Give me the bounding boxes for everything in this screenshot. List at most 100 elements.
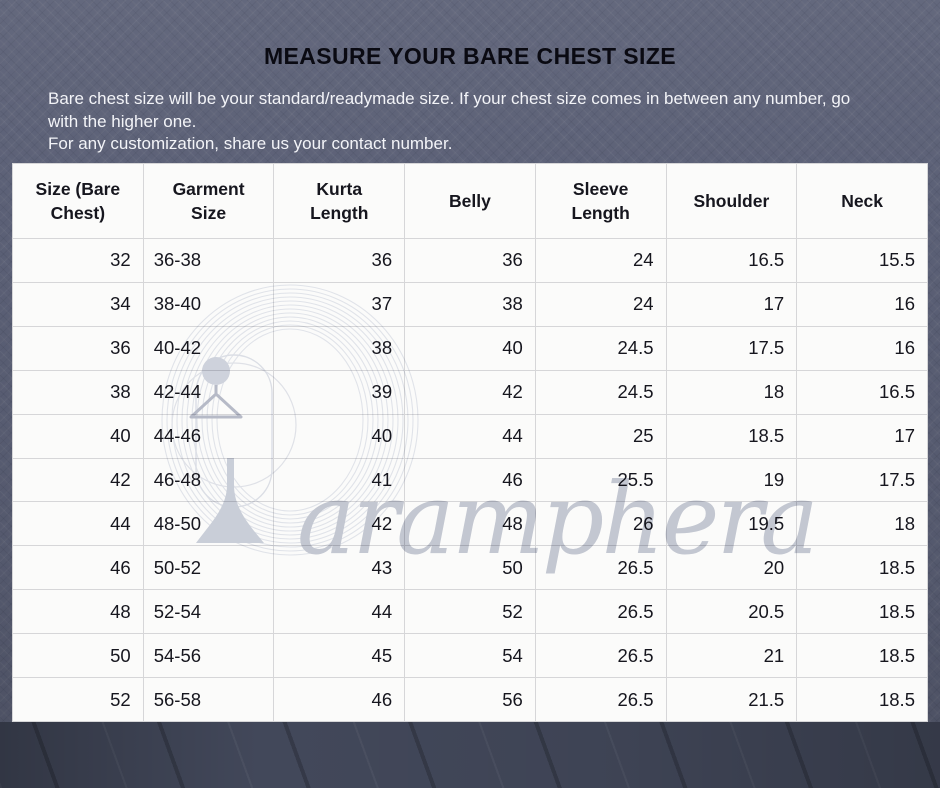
table-row: 42 46-48 41 46 25.5 19 17.5 <box>12 457 928 503</box>
table-cell: 45 <box>273 633 406 679</box>
table-cell: 44 <box>12 501 144 547</box>
table-cell: 24.5 <box>534 369 667 415</box>
table-cell: 54-56 <box>142 633 275 679</box>
header-cell: Neck <box>796 163 928 239</box>
table-cell: 52 <box>12 677 144 722</box>
table-cell: 25 <box>534 413 667 459</box>
table-cell: 56 <box>404 677 536 722</box>
table-cell: 46 <box>404 457 536 503</box>
table-cell: 40 <box>12 413 144 459</box>
size-chart-table: Size (Bare Chest) Garment Size Kurta Lengt… <box>12 163 928 722</box>
table-cell: 26.5 <box>534 677 667 722</box>
table-cell: 18.5 <box>796 677 928 722</box>
page-title: MEASURE YOUR BARE CHEST SIZE <box>263 43 677 69</box>
table-cell: 24.5 <box>534 325 667 371</box>
table-cell: 18.5 <box>796 589 928 635</box>
background-floor <box>0 722 940 788</box>
table-cell: 41 <box>273 457 406 503</box>
table-cell: 37 <box>273 281 406 327</box>
table-cell: 50-52 <box>142 545 275 591</box>
table-row: 46 50-52 43 50 26.5 20 18.5 <box>12 545 928 591</box>
table-cell: 36 <box>273 238 406 283</box>
header-cell: Garment Size <box>142 163 275 239</box>
table-cell: 18.5 <box>665 413 798 459</box>
table-cell: 19.5 <box>665 501 798 547</box>
table-row: 48 52-54 44 52 26.5 20.5 18.5 <box>12 589 928 635</box>
table-cell: 17.5 <box>665 325 798 371</box>
table-cell: 40-42 <box>142 325 275 371</box>
table-cell: 26.5 <box>534 545 667 591</box>
table-row: 34 38-40 37 38 24 17 16 <box>12 281 928 327</box>
table-cell: 25.5 <box>534 457 667 503</box>
table-cell: 32 <box>12 238 144 283</box>
table-cell: 20.5 <box>665 589 798 635</box>
table-cell: 46-48 <box>142 457 275 503</box>
table-cell: 46 <box>12 545 144 591</box>
table-cell: 18.5 <box>796 633 928 679</box>
table-row: 50 54-56 45 54 26.5 21 18.5 <box>12 633 928 679</box>
table-cell: 19 <box>665 457 798 503</box>
table-cell: 52-54 <box>142 589 275 635</box>
table-cell: 36 <box>12 325 144 371</box>
table-header-row: Size (Bare Chest) Garment Size Kurta Lengt… <box>12 163 928 239</box>
table-body: 32 36-38 36 36 24 16.5 15.5 34 38-40 37 38 24 17 16 36… <box>12 238 928 722</box>
header-cell: Belly <box>404 163 536 239</box>
header-cell: Sleeve Length <box>534 163 667 239</box>
table-cell: 44-46 <box>142 413 275 459</box>
table-cell: 56-58 <box>142 677 275 722</box>
table-cell: 16 <box>796 281 928 327</box>
table-cell: 38-40 <box>142 281 275 327</box>
table-cell: 46 <box>273 677 406 722</box>
table-cell: 38 <box>12 369 144 415</box>
table-cell: 54 <box>404 633 536 679</box>
table-cell: 42-44 <box>142 369 275 415</box>
table-cell: 48 <box>12 589 144 635</box>
table-row: 44 48-50 42 48 26 19.5 18 <box>12 501 928 547</box>
table-cell: 16.5 <box>796 369 928 415</box>
table-cell: 17 <box>665 281 798 327</box>
table-cell: 48-50 <box>142 501 275 547</box>
table-cell: 36 <box>404 238 536 283</box>
table-row: 40 44-46 40 44 25 18.5 17 <box>12 413 928 459</box>
table-cell: 34 <box>12 281 144 327</box>
table-cell: 18 <box>796 501 928 547</box>
table-cell: 42 <box>12 457 144 503</box>
table-cell: 44 <box>404 413 536 459</box>
table-header: Size (Bare Chest) Garment Size Kurta Lengt… <box>12 163 928 239</box>
table-cell: 44 <box>273 589 406 635</box>
description: Bare chest size will be your standard/re… <box>48 88 870 156</box>
table-cell: 42 <box>404 369 536 415</box>
table-cell: 38 <box>404 281 536 327</box>
table-cell: 17.5 <box>796 457 928 503</box>
table-cell: 48 <box>404 501 536 547</box>
table-cell: 26.5 <box>534 633 667 679</box>
table-cell: 50 <box>404 545 536 591</box>
table-row: 38 42-44 39 42 24.5 18 16.5 <box>12 369 928 415</box>
table-row: 32 36-38 36 36 24 16.5 15.5 <box>12 238 928 283</box>
table-cell: 36-38 <box>142 238 275 283</box>
table-cell: 52 <box>404 589 536 635</box>
table-cell: 18 <box>665 369 798 415</box>
table-cell: 24 <box>534 281 667 327</box>
table-cell: 26.5 <box>534 589 667 635</box>
table-cell: 42 <box>273 501 406 547</box>
table-cell: 16.5 <box>665 238 798 283</box>
description-line-2: For any customization, share us your con… <box>48 134 453 153</box>
table-cell: 16 <box>796 325 928 371</box>
description-line-1: Bare chest size will be your standard/re… <box>48 89 851 131</box>
header-cell: Kurta Length <box>273 163 406 239</box>
table-cell: 18.5 <box>796 545 928 591</box>
table-row: 52 56-58 46 56 26.5 21.5 18.5 <box>12 677 928 722</box>
table-cell: 39 <box>273 369 406 415</box>
table-cell: 26 <box>534 501 667 547</box>
table-cell: 43 <box>273 545 406 591</box>
table-cell: 15.5 <box>796 238 928 283</box>
table-row: 36 40-42 38 40 24.5 17.5 16 <box>12 325 928 371</box>
header-cell: Size (Bare Chest) <box>12 163 144 239</box>
table-cell: 50 <box>12 633 144 679</box>
table-cell: 40 <box>404 325 536 371</box>
table-cell: 38 <box>273 325 406 371</box>
table-cell: 24 <box>534 238 667 283</box>
table-cell: 20 <box>665 545 798 591</box>
